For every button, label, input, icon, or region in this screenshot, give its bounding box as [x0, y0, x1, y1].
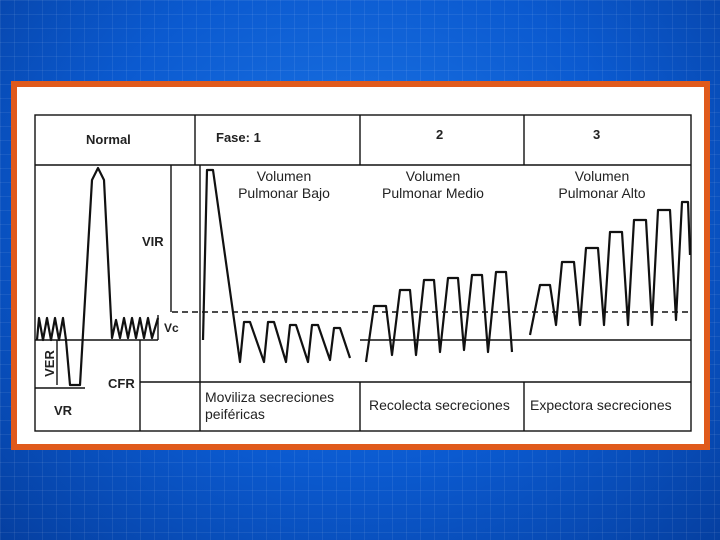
- label-ver: VER: [41, 350, 57, 377]
- action-phase-1-line1: Moviliza secreciones: [205, 389, 335, 405]
- header-phase-3: 3: [593, 127, 601, 142]
- phase3-high-volume-trace: [528, 200, 692, 336]
- phase2-mid-volume-trace: [364, 270, 514, 363]
- action-phase-3: Expectora secreciones: [530, 397, 672, 413]
- label-vr: VR: [54, 403, 73, 418]
- label-vc: Vc: [164, 321, 179, 335]
- label-cfr: CFR: [108, 376, 135, 391]
- header-phase-1: Fase: 1: [216, 130, 261, 145]
- action-phase-1-line2: peiféricas: [205, 406, 265, 422]
- normal-breathing-trace: [35, 166, 160, 387]
- phase1-low-volume-trace: [201, 168, 352, 364]
- label-vir: VIR: [142, 234, 164, 249]
- diagram-border: [34, 114, 692, 432]
- high-volume-line1: Volumen: [574, 168, 630, 184]
- label-low-volume: Volumen Pulmonar Bajo: [214, 168, 354, 202]
- mid-volume-line1: Volumen: [405, 168, 461, 184]
- header-phase-2: 2: [436, 127, 444, 142]
- action-phase-1: Moviliza secreciones peiféricas: [205, 389, 334, 423]
- label-mid-volume: Volumen Pulmonar Medio: [363, 168, 503, 202]
- low-volume-line1: Volumen: [256, 168, 312, 184]
- action-phase-2: Recolecta secreciones: [369, 397, 510, 413]
- label-high-volume: Volumen Pulmonar Alto: [532, 168, 672, 202]
- high-volume-line2: Pulmonar Alto: [558, 185, 646, 201]
- header-normal: Normal: [86, 132, 131, 147]
- low-volume-line2: Pulmonar Bajo: [238, 185, 330, 201]
- mid-volume-line2: Pulmonar Medio: [382, 185, 484, 201]
